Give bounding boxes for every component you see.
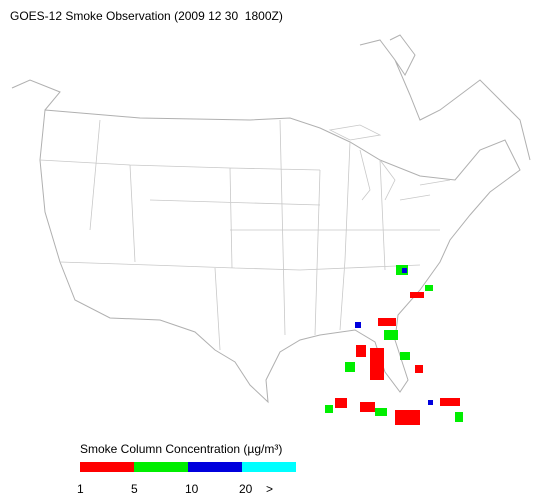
smoke-patch — [400, 352, 410, 360]
legend-title: Smoke Column Concentration (µg/m³) — [80, 442, 282, 456]
smoke-patch — [345, 362, 355, 372]
lakes — [328, 124, 451, 201]
smoke-patch — [370, 348, 384, 380]
smoke-patch — [375, 408, 387, 416]
smoke-patch — [415, 365, 423, 373]
smoke-patch — [455, 412, 463, 422]
smoke-patch — [402, 268, 407, 273]
legend-swatch — [188, 462, 242, 472]
legend: 1 5 10 20 > — [77, 462, 296, 496]
legend-swatch — [134, 462, 188, 472]
legend-swatch — [80, 462, 134, 472]
smoke-patch — [360, 402, 375, 412]
smoke-patch — [440, 398, 460, 406]
smoke-patch — [428, 400, 433, 405]
smoke — [325, 265, 463, 425]
smoke-patch — [356, 345, 366, 357]
smoke-patch — [410, 292, 424, 298]
smoke-patch — [378, 318, 396, 326]
smoke-patch — [425, 285, 433, 291]
smoke-patch — [355, 322, 361, 328]
legend-swatch — [242, 462, 296, 472]
legend-label: 20 — [239, 482, 253, 496]
smoke-patch — [335, 398, 347, 408]
map — [11, 34, 531, 404]
us-outline — [39, 109, 521, 404]
state-lines — [39, 119, 440, 351]
title: GOES-12 Smoke Observation (2009 12 30 18… — [10, 9, 283, 23]
legend-label: 5 — [131, 482, 138, 496]
smoke-patch — [325, 405, 333, 413]
smoke-patch — [384, 330, 398, 340]
legend-label: 10 — [185, 482, 199, 496]
legend-label: > — [266, 482, 273, 496]
legend-label: 1 — [77, 482, 84, 496]
smoke-patch — [395, 410, 420, 425]
canada-outline — [11, 34, 531, 161]
